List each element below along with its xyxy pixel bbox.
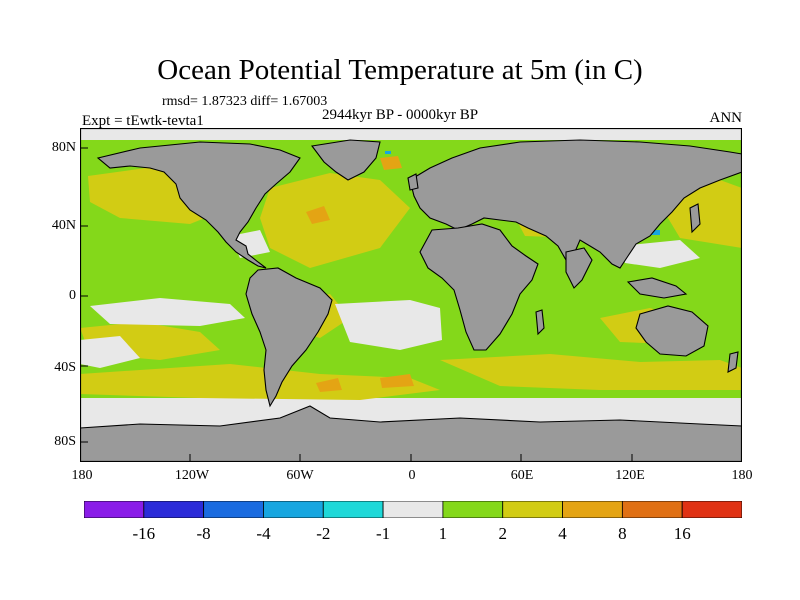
eurasia: [409, 139, 742, 269]
colorbar-label: -2: [316, 524, 331, 543]
period-label: 2944kyr BP - 0000kyr BP: [322, 107, 479, 123]
colorbar-swatch: [84, 501, 145, 518]
y-tick-80s: 80S: [54, 434, 76, 449]
colorbar-label: 8: [618, 524, 627, 543]
north-america: [96, 141, 301, 269]
africa: [419, 223, 539, 351]
colorbar-label: -16: [132, 524, 156, 543]
australia: [635, 305, 709, 357]
axis-ticks: [80, 147, 633, 462]
colorbar-swatch: [562, 501, 623, 518]
x-tick-60w: 60W: [286, 468, 314, 483]
indonesia: [626, 277, 688, 299]
colorbar-label: -1: [376, 524, 391, 543]
x-tick-180e: 180: [731, 468, 753, 483]
plot-title: Ocean Potential Temperature at 5m (in C): [157, 54, 643, 86]
colorbar-label: 2: [498, 524, 507, 543]
colorbar-swatch: [143, 501, 205, 518]
new-zealand: [727, 351, 739, 373]
india: [565, 247, 593, 289]
neutral-anomaly-regions: [80, 230, 700, 368]
rmsd-diff-stat: rmsd= 1.87323 diff= 1.67003: [162, 94, 328, 109]
x-tick-120e: 120E: [615, 468, 645, 483]
experiment-label: Expt = tEwtk-tevta1: [82, 113, 204, 129]
y-tick-40s: 40S: [54, 360, 76, 375]
colorbar-swatch: [382, 501, 444, 518]
south-america: [245, 267, 333, 408]
japan: [689, 203, 701, 234]
x-tick-180w: 180: [71, 468, 93, 483]
season-label: ANN: [709, 110, 743, 126]
colorbar-swatch: [681, 501, 742, 518]
colorbar-label: 4: [558, 524, 567, 543]
x-tick-0: 0: [408, 468, 416, 483]
land-masses: [80, 139, 742, 462]
colorbar-label: -8: [196, 524, 211, 543]
colorbar-label: 1: [438, 524, 448, 543]
y-tick-40n: 40N: [51, 218, 76, 233]
y-tick-0: 0: [69, 288, 76, 303]
greenland: [311, 139, 381, 181]
colorbar-label: 16: [673, 524, 691, 543]
x-tick-120w: 120W: [174, 468, 210, 483]
y-tick-80n: 80N: [51, 140, 76, 155]
antarctica: [80, 405, 742, 462]
colorbar-swatch: [203, 501, 264, 518]
colorbar-swatch: [322, 501, 384, 518]
colorbar-swatch: [621, 501, 683, 518]
colorbar-label: -4: [256, 524, 271, 543]
colorbar: [84, 501, 742, 518]
colorbar-swatch: [442, 501, 504, 518]
world-map: [80, 128, 742, 462]
arctic-band: [80, 128, 742, 140]
x-tick-60e: 60E: [510, 468, 534, 483]
british-isles: [407, 173, 419, 191]
colorbar-swatch: [502, 501, 563, 518]
colorbar-swatch: [263, 501, 324, 518]
madagascar: [535, 309, 545, 336]
